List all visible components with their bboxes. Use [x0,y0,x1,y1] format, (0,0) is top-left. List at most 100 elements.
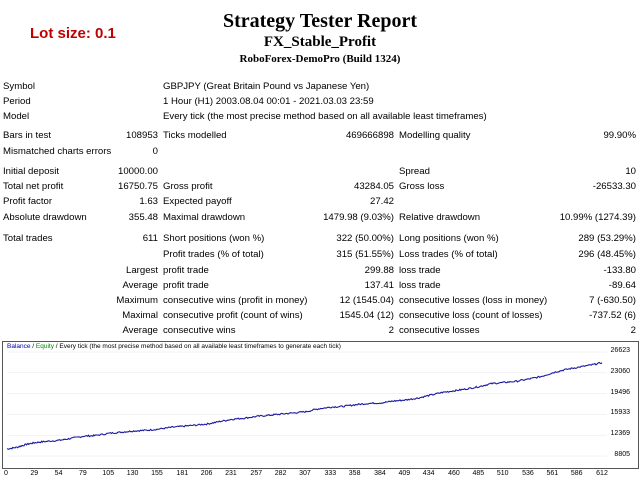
average-consecutive-label: Average [122,325,158,336]
rel-drawdown-value: 10.99% (1274.39) [559,212,636,223]
x-tick-label: 105 [102,470,115,477]
legend-description: / Every tick (the most precise method ba… [54,343,341,350]
largest-loss-value: -133.80 [603,265,636,276]
expected-payoff-value: 27.42 [369,196,394,207]
x-tick-label: 485 [472,470,485,477]
largest-profit-label: profit trade [163,265,209,276]
expected-payoff-label: Expected payoff [163,196,232,207]
abs-drawdown-value: 355.48 [128,212,158,223]
x-tick-label: 206 [200,470,213,477]
total-trades-label: Total trades [3,233,53,244]
average-loss-label: loss trade [399,280,441,291]
y-tick-label: 15933 [610,409,630,417]
x-tick-label: 155 [151,470,163,477]
y-tick-label: 19496 [610,388,630,396]
model-value: Every tick (the most precise method base… [163,111,487,122]
average-label: Average [122,280,158,291]
x-tick-label: 510 [496,470,509,477]
quality-label: Modelling quality [399,130,471,141]
expert-name: FX_Stable_Profit [263,34,377,50]
profit-trades-label: Profit trades (% of total) [163,249,264,260]
x-tick-label: 54 [54,470,63,477]
spread-value: 10 [625,166,636,177]
legend-equity: Equity [35,343,54,350]
gross-loss-value: -26533.30 [592,181,636,192]
server-name: RoboForex-DemoPro (Build 1324) [239,53,401,65]
x-tick-label: 333 [324,470,337,477]
largest-loss-label: loss trade [399,265,441,276]
max-drawdown-value: 1479.98 (9.03%) [323,212,394,223]
symbol-label: Symbol [3,81,35,92]
x-tick-label: 130 [126,470,139,477]
chart-legend: Balance / Equity / Every tick (the most … [7,343,341,350]
x-tick-label: 612 [596,470,608,477]
average-loss-value: -89.64 [608,280,636,291]
gross-profit-value: 43284.05 [353,181,394,192]
x-tick-label: 282 [274,470,287,477]
ticks-value: 469666898 [345,130,394,141]
maximal-label: Maximal [122,310,158,321]
x-tick-label: 257 [250,470,263,477]
maximal-profit-value: 1545.04 (12) [339,310,394,321]
avg-wins-value: 2 [388,325,394,336]
lot-size-label: Lot size: 0.1 [30,25,116,42]
abs-drawdown-label: Absolute drawdown [3,212,87,223]
model-label: Model [3,111,30,122]
gross-loss-label: Gross loss [399,181,445,192]
bars-label: Bars in test [3,130,51,141]
report-title: Strategy Tester Report [222,10,418,32]
period-value: 1 Hour (H1) 2003.08.04 00:01 - 2021.03.0… [163,96,374,107]
x-tick-label: 358 [348,470,361,477]
max-wins-value: 12 (1545.04) [339,295,394,306]
maximal-profit-label: consecutive profit (count of wins) [163,310,303,321]
x-tick-label: 79 [79,470,87,477]
x-tick-label: 586 [570,470,583,477]
x-tick-label: 384 [374,470,386,477]
mismatch-label: Mismatched charts errors [3,146,112,157]
bars-value: 108953 [125,130,158,141]
y-tick-label: 12369 [610,430,630,438]
mismatch-value: 0 [152,146,158,157]
long-positions-value: 289 (53.29%) [578,233,636,244]
maximal-loss-value: -737.52 (6) [589,310,636,321]
net-profit-label: Total net profit [3,181,64,192]
short-positions-label: Short positions (won %) [163,233,265,244]
x-tick-label: 460 [448,470,460,477]
short-positions-value: 322 (50.00%) [336,233,394,244]
x-tick-label: 536 [522,470,534,477]
gross-profit-label: Gross profit [163,181,213,192]
rel-drawdown-label: Relative drawdown [399,212,481,223]
average-profit-value: 137.41 [364,280,394,291]
legend-separator: / [30,343,36,350]
spread-label: Spread [399,166,430,177]
largest-profit-value: 299.88 [364,265,394,276]
x-tick-label: 409 [398,470,411,477]
avg-wins-label: consecutive wins [163,325,236,336]
y-tick-label: 8805 [614,451,630,458]
symbol-value: GBPJPY (Great Britain Pound vs Japanese … [163,81,370,92]
ticks-label: Ticks modelled [163,130,227,141]
total-trades-value: 611 [142,233,158,244]
loss-trades-label: Loss trades (% of total) [399,249,498,260]
max-wins-label: consecutive wins (profit in money) [163,295,308,306]
x-tick-label: 231 [225,470,237,477]
average-profit-label: profit trade [163,280,209,291]
max-drawdown-label: Maximal drawdown [163,212,246,223]
maximum-label: Maximum [116,295,158,306]
quality-value: 99.90% [603,130,636,141]
x-tick-label: 181 [176,470,189,477]
x-tick-label: 29 [30,470,39,477]
avg-losses-value: 2 [630,325,636,336]
long-positions-label: Long positions (won %) [399,233,499,244]
maximal-loss-label: consecutive loss (count of losses) [399,310,543,321]
profit-factor-label: Profit factor [3,196,53,207]
x-tick-label: 307 [299,470,311,477]
loss-trades-value: 296 (48.45%) [578,249,636,260]
net-profit-value: 16750.75 [117,181,158,192]
max-losses-value: 7 (-630.50) [589,295,636,306]
avg-losses-label: consecutive losses [399,325,480,336]
period-label: Period [3,96,31,107]
initial-deposit-label: Initial deposit [3,166,59,177]
largest-label: Largest [126,265,158,276]
profit-factor-value: 1.63 [139,196,158,207]
